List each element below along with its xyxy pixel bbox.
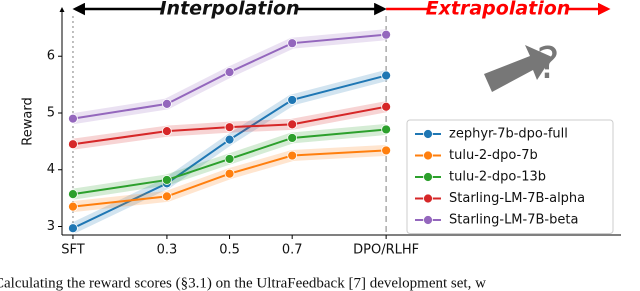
legend-label: tulu-2-dpo-13b — [449, 170, 546, 185]
legend-label: Starling-LM-7B-beta — [449, 213, 578, 228]
y-tick-label: 6 — [47, 49, 55, 64]
question-mark: ? — [536, 38, 559, 89]
point — [224, 122, 235, 133]
point — [224, 134, 235, 145]
point — [224, 154, 235, 164]
legend-label: zephyr-7b-dpo-full — [449, 127, 568, 142]
x-tick-label: SFT — [61, 243, 85, 258]
extrap-label: Extrapolation — [426, 0, 571, 20]
x-tick-label: 0.3 — [157, 243, 178, 258]
point — [68, 139, 78, 150]
point — [381, 70, 392, 81]
point — [287, 150, 298, 161]
legend-marker — [423, 172, 433, 182]
point — [287, 38, 298, 49]
legend-marker — [423, 150, 433, 161]
point — [162, 99, 172, 109]
y-tick-label: 3 — [47, 219, 55, 234]
point — [68, 201, 78, 212]
y-axis-label: Reward — [21, 97, 36, 145]
point — [287, 95, 298, 105]
point — [287, 119, 298, 130]
point — [287, 133, 298, 143]
interp-bg — [161, 0, 298, 19]
point — [224, 168, 235, 179]
legend-marker — [423, 215, 433, 225]
x-tick-label: DPO/RLHF — [353, 243, 419, 258]
point — [162, 126, 172, 137]
extrap-bg — [428, 0, 568, 19]
legend-box — [406, 119, 614, 234]
caption: Calculating the reward scores (§3.1) on … — [0, 275, 486, 291]
point — [68, 113, 78, 124]
point — [381, 101, 392, 112]
legend-label: tulu-2-dpo-7b — [449, 148, 538, 163]
legend-label: Starling-LM-7B-alpha — [449, 191, 585, 206]
legend-marker — [423, 129, 433, 139]
point — [381, 29, 392, 40]
interp-label: Interpolation — [159, 0, 299, 20]
point — [68, 223, 78, 234]
point — [68, 189, 78, 200]
y-tick-label: 5 — [47, 105, 55, 120]
point — [162, 191, 172, 202]
gray-arrow — [484, 45, 552, 92]
point — [381, 124, 392, 135]
legend-marker — [423, 193, 433, 204]
point — [162, 175, 172, 185]
x-tick-label: 0.7 — [282, 243, 303, 258]
point — [224, 67, 235, 78]
x-tick-label: 0.5 — [219, 243, 240, 258]
point — [381, 145, 392, 156]
y-tick-label: 4 — [47, 162, 55, 177]
